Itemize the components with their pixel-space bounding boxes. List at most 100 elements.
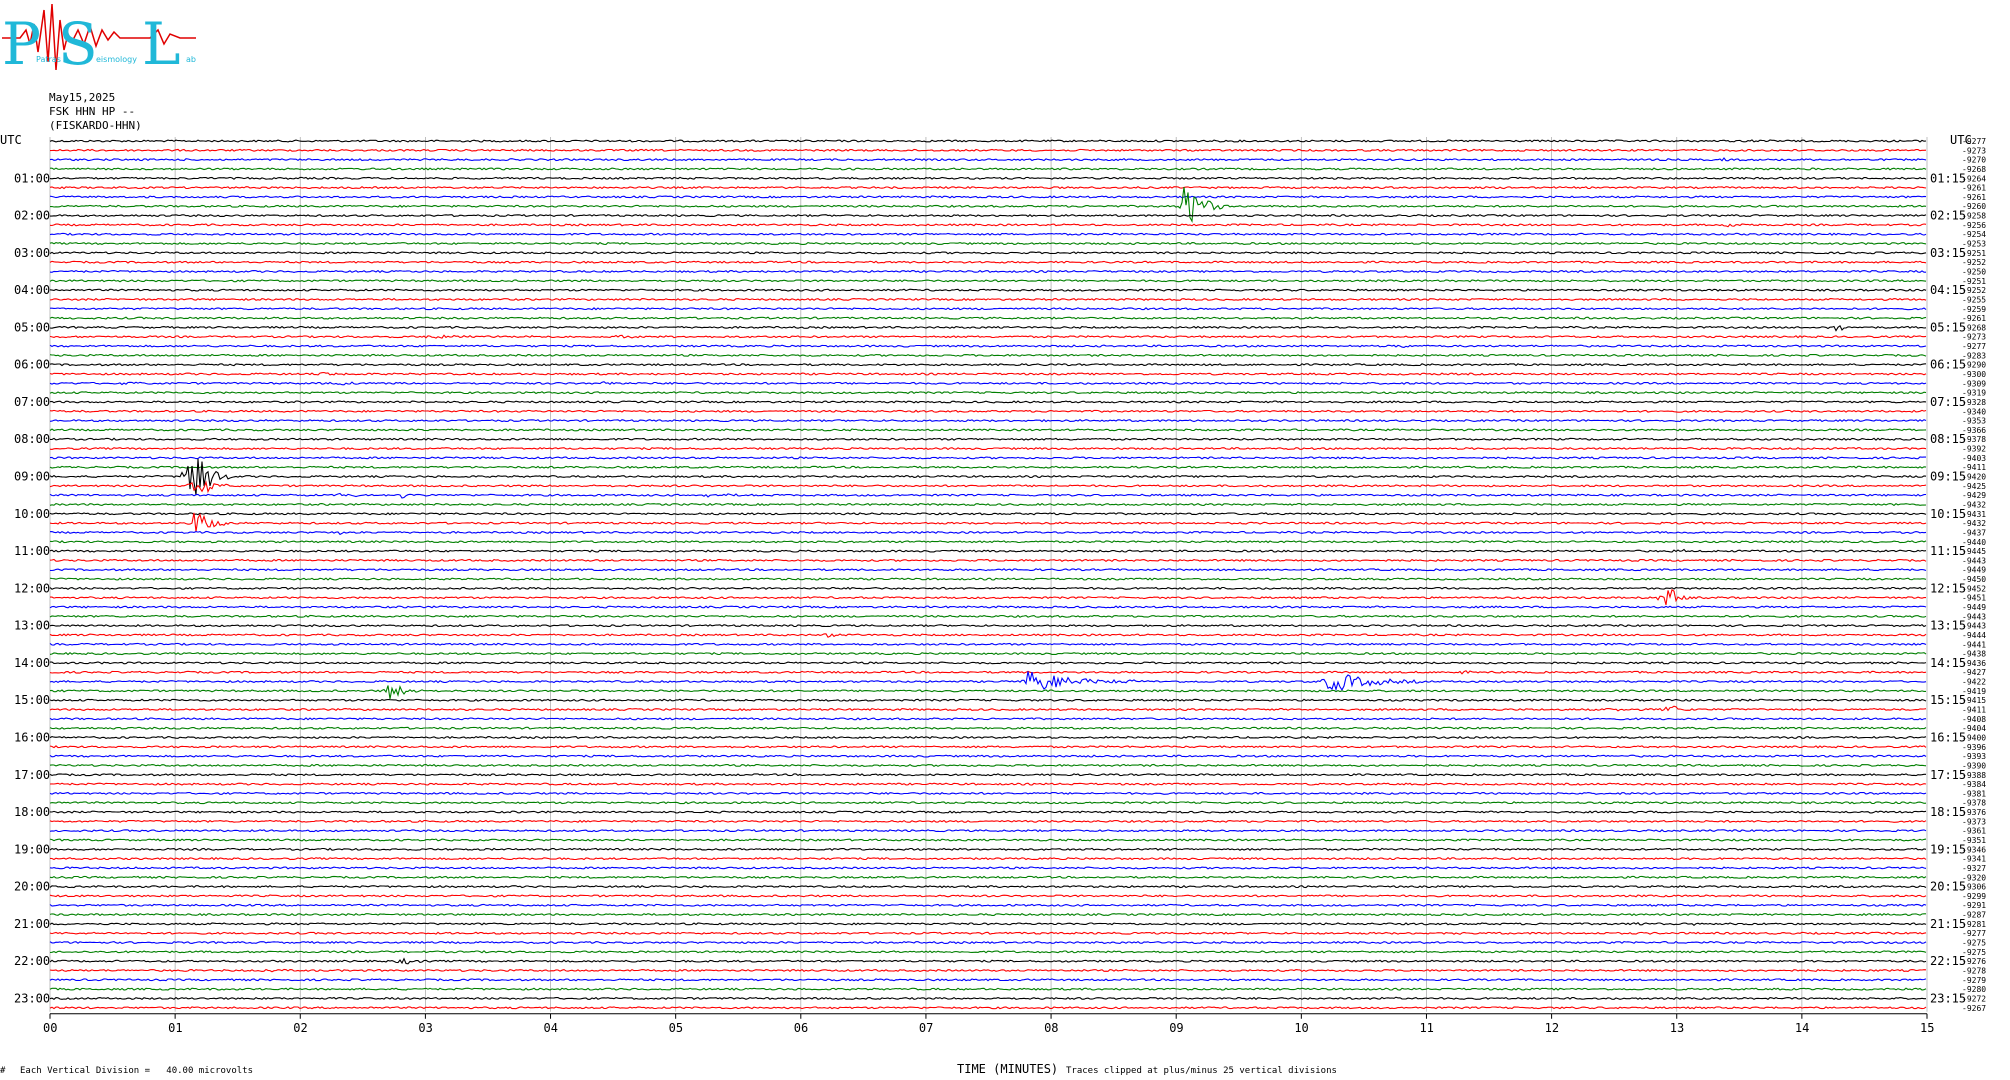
logo-letter-p: P (2, 10, 41, 78)
seismic-trace (49, 456, 1926, 460)
trace-offset-label: -9275 (1962, 939, 1986, 948)
trace-offset-label: -9381 (1962, 789, 1986, 798)
trace-offset-label: -9449 (1962, 603, 1986, 612)
logo-tagline-3: ab (186, 55, 196, 64)
seismic-trace (49, 232, 1927, 236)
seismic-trace (49, 717, 1927, 721)
trace-offset-label: -9276 (1962, 957, 1986, 966)
hour-label-right: 04:15 (1930, 283, 1966, 297)
trace-offset-label: -9270 (1962, 156, 1986, 165)
trace-offset-label: -9291 (1962, 901, 1986, 910)
seismic-trace (49, 763, 1927, 768)
seismic-trace (49, 353, 1927, 358)
seismic-trace (49, 819, 1927, 823)
seismic-trace (49, 921, 1927, 927)
hour-label-left: 09:00 (14, 470, 50, 484)
seismic-trace (49, 279, 1927, 283)
hour-label-right: 21:15 (1930, 917, 1966, 931)
trace-offset-label: -9341 (1962, 855, 1986, 864)
x-tick-label: 06 (794, 1021, 808, 1035)
trace-offset-label: -9445 (1962, 547, 1986, 556)
trace-offset-label: -9437 (1962, 528, 1986, 537)
trace-offset-label: -9427 (1962, 668, 1986, 677)
trace-offset-label: -9450 (1962, 575, 1986, 584)
seismic-trace (49, 223, 1927, 228)
seismic-trace (49, 791, 1927, 795)
seismic-trace (49, 502, 1927, 507)
trace-offset-label: -9444 (1962, 631, 1986, 640)
seismic-trace (49, 400, 1927, 404)
seismic-trace (50, 588, 1926, 606)
hour-label-left: 18:00 (14, 805, 50, 819)
trace-offset-label: -9403 (1962, 454, 1986, 463)
hour-label-left: 03:00 (14, 246, 50, 260)
trace-offset-label: -9287 (1962, 911, 1986, 920)
seismic-trace (49, 773, 1926, 777)
trace-offset-label: -9443 (1962, 622, 1986, 631)
seismic-trace (49, 297, 1927, 302)
hour-label-right: 10:15 (1930, 507, 1966, 521)
seismic-trace (49, 437, 1927, 441)
hour-label-right: 14:15 (1930, 656, 1966, 670)
seismic-trace (49, 978, 1927, 982)
right-unit-label: UTC (1950, 133, 1972, 147)
seismic-trace (49, 866, 1927, 870)
seismic-trace (49, 838, 1927, 842)
seismic-trace (49, 829, 1927, 833)
trace-offset-label: -9411 (1962, 463, 1986, 472)
seismic-trace (49, 875, 1927, 879)
x-tick-label: 10 (1294, 1021, 1308, 1035)
hour-label-right: 19:15 (1930, 842, 1966, 856)
seismic-trace (49, 540, 1927, 544)
hour-label-right: 13:15 (1930, 619, 1966, 633)
seismic-trace (49, 148, 1927, 152)
x-tick-label: 03 (418, 1021, 432, 1035)
seismic-trace (49, 623, 1927, 628)
trace-offset-label: -9340 (1962, 407, 1986, 416)
seismic-trace (49, 492, 1927, 499)
seismic-trace (49, 735, 1927, 740)
hour-label-left: 08:00 (14, 432, 50, 446)
seismic-trace (49, 605, 1927, 609)
trace-offset-label: -9392 (1962, 445, 1986, 454)
seismic-trace (49, 176, 1927, 180)
hour-label-right: 01:15 (1930, 171, 1966, 185)
hour-label-left: 05:00 (14, 320, 50, 334)
seismic-trace (49, 884, 1927, 889)
seismic-trace (49, 810, 1927, 814)
trace-offset-label: -9376 (1962, 808, 1986, 817)
time-grid (49, 137, 1928, 1012)
seismic-trace (49, 371, 1927, 376)
trace-offset-label: -9361 (1962, 827, 1986, 836)
seismic-trace (49, 856, 1927, 861)
seismic-trace (49, 1006, 1927, 1010)
trace-offset-label: -9366 (1962, 426, 1986, 435)
hour-label-left: 23:00 (14, 991, 50, 1005)
hour-label-left: 02:00 (14, 209, 50, 223)
seismic-trace (49, 950, 1927, 954)
trace-offset-label: -9277 (1962, 929, 1986, 938)
hour-label-left: 01:00 (14, 171, 50, 185)
hour-label-left: 13:00 (14, 619, 50, 633)
trace-offset-label: -9281 (1962, 920, 1986, 929)
trace-offset-label: -9309 (1962, 379, 1986, 388)
hour-label-left: 19:00 (14, 842, 50, 856)
trace-offset-label: -9252 (1962, 286, 1986, 295)
trace-offset-label: -9425 (1962, 482, 1986, 491)
seismic-trace (49, 381, 1927, 386)
x-tick-label: 04 (544, 1021, 558, 1035)
seismic-trace (49, 185, 1927, 190)
seismic-trace (50, 167, 1927, 171)
seismic-trace (49, 139, 1927, 143)
hour-label-right: 12:15 (1930, 581, 1966, 595)
seismic-trace (49, 391, 1927, 395)
logo-tagline-1: Patras (36, 55, 61, 64)
scale-note: Each Vertical Division = 40.00 microvolt… (20, 1066, 253, 1076)
seismic-trace (49, 586, 1927, 590)
hour-label-right: 09:15 (1930, 470, 1966, 484)
hour-label-right: 05:15 (1930, 320, 1966, 334)
left-unit-label: UTC (0, 133, 22, 147)
x-tick-label: 15 (1920, 1021, 1934, 1035)
header-site: (FISKARDO-HHN) (49, 119, 142, 132)
trace-offset-label: -9252 (1962, 258, 1986, 267)
